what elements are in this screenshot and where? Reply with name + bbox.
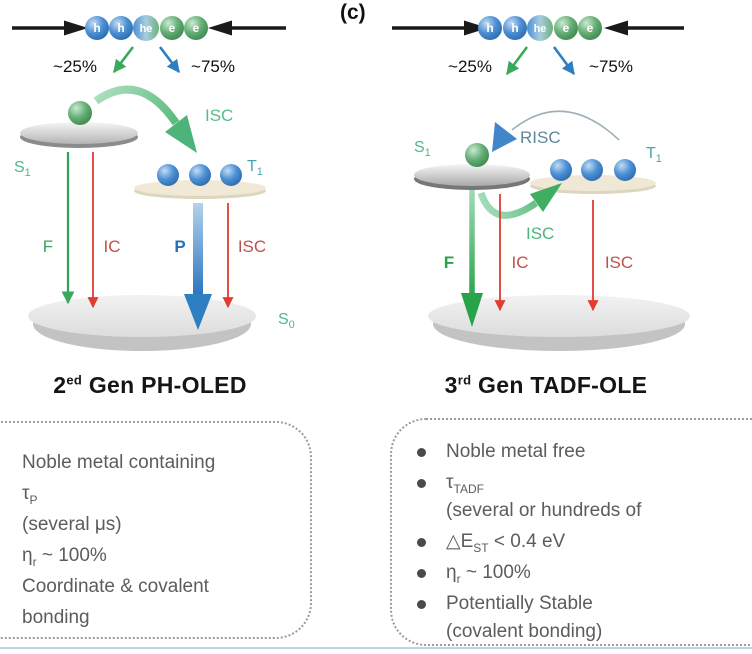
risc-label: RISC xyxy=(520,128,561,147)
hole-particle xyxy=(478,16,502,40)
triplet-fraction-label: ~75% xyxy=(191,57,235,76)
triplet-exciton-balls xyxy=(550,159,636,181)
bottom-divider-line xyxy=(0,647,752,649)
triplet-fraction-label: ~75% xyxy=(589,57,633,76)
arrow-right-icon xyxy=(64,20,88,36)
feature-line: τP xyxy=(22,483,38,507)
particle-label: h xyxy=(486,21,493,35)
fluorescence-arrow xyxy=(461,190,483,327)
bullet-dot-icon xyxy=(417,538,426,547)
s1-state-label: S1 xyxy=(14,159,31,179)
title-number: 3 xyxy=(444,372,458,398)
hole-particle xyxy=(85,16,109,40)
singlet-exciton-ball xyxy=(465,143,489,167)
arrow-left-icon xyxy=(604,20,628,36)
triplet-branch-arrow xyxy=(552,46,576,76)
electron-particle xyxy=(554,16,578,40)
singlet-exciton-ball xyxy=(68,101,92,125)
bullet-dot-icon xyxy=(417,569,426,578)
hole-particle xyxy=(109,16,133,40)
particle-label: he xyxy=(140,23,153,35)
feature-line: Noble metal containing xyxy=(22,452,216,473)
tadf-diagram: h h he e e ~25% ~75% RISC S1 xyxy=(392,15,690,351)
s1-state-label: S1 xyxy=(414,139,431,159)
feature-line: ηr ~ 100% xyxy=(22,545,107,569)
title-ordinal: ed xyxy=(66,372,83,388)
isc-transfer-label: ISC xyxy=(205,106,233,125)
s1-platform xyxy=(414,164,530,190)
title-text: Gen PH-OLED xyxy=(82,372,247,398)
feature-bullet-item: Potentially Stable (covalent bonding) xyxy=(408,590,752,646)
t1-state-label: T1 xyxy=(646,145,662,165)
arrow-left-icon xyxy=(208,20,232,36)
carrier-particles: h h he e e xyxy=(85,15,208,41)
singlet-branch-arrow xyxy=(112,46,135,74)
arrow-right-icon xyxy=(464,20,488,36)
particle-label: h xyxy=(117,21,124,35)
tadf-feature-box: Noble metal free τTADF (several or hundre… xyxy=(390,418,752,646)
recombination-arrow-right xyxy=(604,20,684,36)
t1-state-label: T1 xyxy=(247,158,263,178)
title-number: 2 xyxy=(53,372,67,398)
s0-state-label: S0 xyxy=(278,311,295,331)
s0-ground-disc xyxy=(28,295,256,351)
bullet-dot-icon xyxy=(417,448,426,457)
particle-label: e xyxy=(193,21,200,35)
feature-bullet-item: τTADF (several or hundreds of xyxy=(408,469,752,525)
internal-conversion-label: IC xyxy=(512,253,529,272)
hole-electron-pair xyxy=(527,15,553,41)
singlet-fraction-label: ~25% xyxy=(53,57,97,76)
recombination-arrow-left xyxy=(392,20,488,36)
particle-label: e xyxy=(169,21,176,35)
isc-decay-label: ISC xyxy=(605,253,633,272)
phosphorescence-label: P xyxy=(174,237,185,256)
isc-transfer-arrow xyxy=(93,85,197,153)
particle-label: e xyxy=(563,21,570,35)
feature-line: bonding xyxy=(22,607,90,628)
electron-particle xyxy=(184,16,208,40)
isc-transfer-label: ISC xyxy=(526,224,554,243)
phosphorescence-diagram: h h he e e ~25% ~75% ISC S1 xyxy=(12,15,295,351)
feature-bullet-item: Noble metal free xyxy=(408,438,752,466)
risc-arrow xyxy=(492,110,620,152)
recombination-arrow-left xyxy=(12,20,88,36)
particle-label: he xyxy=(534,23,547,35)
figure-panel-label: (c) xyxy=(340,1,366,24)
singlet-fraction-label: ~25% xyxy=(448,57,492,76)
title-ordinal: rd xyxy=(457,372,472,388)
hole-electron-pair xyxy=(133,15,159,41)
particle-label: h xyxy=(93,21,100,35)
triplet-branch-arrow xyxy=(158,46,181,74)
left-generation-title: 2ed Gen PH-OLED xyxy=(0,372,300,399)
internal-conversion-label: IC xyxy=(104,237,121,256)
feature-line: Coordinate & covalent xyxy=(22,576,209,597)
singlet-branch-arrow xyxy=(505,46,529,76)
feature-bullet-item: △EST < 0.4 eV xyxy=(408,528,752,556)
isc-decay-label: ISC xyxy=(238,237,266,256)
right-generation-title: 3rd Gen TADF-OLE xyxy=(396,372,696,399)
carrier-particles: h h he e e xyxy=(478,15,602,41)
s1-platform xyxy=(20,122,138,148)
bullet-dot-icon xyxy=(417,600,426,609)
particle-label: h xyxy=(511,21,518,35)
fluorescence-label: F xyxy=(444,253,454,272)
isc-transfer-arrow xyxy=(477,183,562,219)
bullet-dot-icon xyxy=(417,479,426,488)
particle-label: e xyxy=(587,21,594,35)
title-text: Gen TADF-OLE xyxy=(471,372,648,398)
phosphorescence-feature-box: Noble metal containing τP (several μs) η… xyxy=(0,421,312,639)
electron-particle xyxy=(578,16,602,40)
recombination-arrow-right xyxy=(208,20,286,36)
feature-line: (several μs) xyxy=(22,514,122,535)
triplet-exciton-balls xyxy=(157,164,242,186)
phosphorescence-arrow xyxy=(184,203,212,330)
electron-particle xyxy=(160,16,184,40)
feature-bullet-item: ηr ~ 100% xyxy=(408,559,752,587)
fluorescence-label: F xyxy=(43,237,53,256)
hole-particle xyxy=(503,16,527,40)
